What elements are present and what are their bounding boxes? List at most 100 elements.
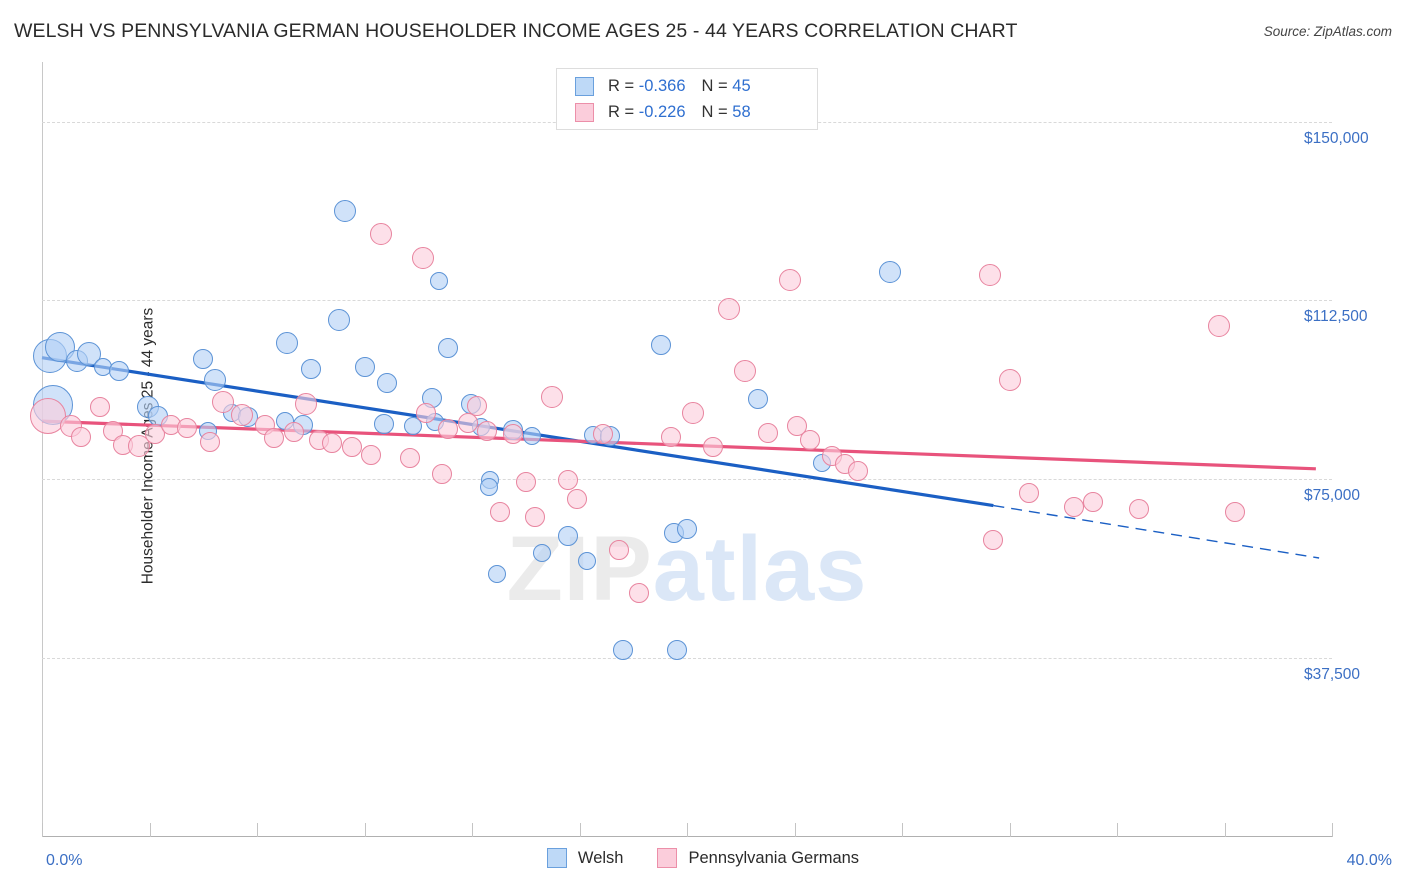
scatter-point[interactable]	[628, 582, 649, 603]
scatter-point[interactable]	[431, 463, 452, 484]
scatter-point[interactable]	[660, 427, 681, 448]
scatter-point[interactable]	[264, 428, 285, 449]
scatter-point[interactable]	[1083, 492, 1104, 513]
scatter-point[interactable]	[276, 332, 299, 355]
scatter-point[interactable]	[702, 436, 723, 457]
scatter-point[interactable]	[489, 501, 510, 522]
scatter-point[interactable]	[403, 416, 422, 435]
scatter-point[interactable]	[415, 403, 436, 424]
welsh-legend-swatch-icon	[546, 848, 567, 868]
scatter-point[interactable]	[578, 552, 597, 571]
gridline	[42, 658, 1332, 660]
scatter-point[interactable]	[786, 415, 807, 436]
scatter-point[interactable]	[567, 489, 588, 510]
scatter-point[interactable]	[1018, 482, 1039, 503]
scatter-point[interactable]	[677, 518, 697, 539]
scatter-point[interactable]	[799, 430, 820, 451]
welsh-r-value: -0.366	[638, 76, 686, 95]
scatter-point[interactable]	[70, 427, 91, 448]
scatter-point[interactable]	[193, 349, 214, 370]
welsh-r-label: R =	[608, 76, 639, 95]
scatter-point[interactable]	[879, 260, 902, 283]
scatter-point[interactable]	[612, 640, 633, 661]
scatter-point[interactable]	[525, 506, 546, 527]
scatter-point[interactable]	[467, 395, 488, 416]
scatter-point[interactable]	[667, 640, 688, 661]
scatter-point[interactable]	[502, 423, 523, 444]
scatter-point[interactable]	[523, 427, 542, 446]
scatter-point[interactable]	[1208, 314, 1231, 337]
scatter-point[interactable]	[203, 369, 226, 392]
scatter-point[interactable]	[211, 391, 234, 414]
scatter-point[interactable]	[1128, 498, 1149, 519]
scatter-point[interactable]	[377, 372, 398, 393]
scatter-point[interactable]	[369, 222, 392, 245]
trendline-extension-welsh	[993, 504, 1320, 559]
scatter-point[interactable]	[360, 444, 381, 465]
scatter-point[interactable]	[998, 369, 1021, 392]
x-tick-mark	[149, 823, 151, 837]
scatter-point[interactable]	[76, 342, 101, 367]
scatter-point[interactable]	[1225, 501, 1246, 522]
scatter-point[interactable]	[373, 414, 394, 435]
scatter-point[interactable]	[682, 402, 705, 424]
scatter-point[interactable]	[557, 525, 578, 546]
scatter-point[interactable]	[540, 386, 563, 409]
scatter-point[interactable]	[457, 413, 478, 434]
scatter-point[interactable]	[429, 272, 448, 291]
scatter-point[interactable]	[487, 564, 506, 583]
scatter-point[interactable]	[717, 297, 740, 320]
scatter-point[interactable]	[757, 422, 778, 443]
scatter-point[interactable]	[327, 308, 350, 331]
scatter-point[interactable]	[283, 421, 304, 442]
scatter-point[interactable]	[177, 417, 198, 438]
scatter-point[interactable]	[199, 432, 220, 453]
scatter-point[interactable]	[301, 359, 322, 380]
scatter-point[interactable]	[295, 392, 318, 415]
scatter-point[interactable]	[438, 337, 459, 358]
scatter-point[interactable]	[341, 436, 362, 457]
scatter-point[interactable]	[747, 389, 768, 410]
scatter-point[interactable]	[593, 424, 614, 444]
legend-item-welsh[interactable]: Welsh	[546, 848, 623, 868]
scatter-point[interactable]	[532, 543, 551, 562]
scatter-point[interactable]	[230, 403, 253, 426]
scatter-point[interactable]	[1064, 496, 1084, 517]
scatter-point[interactable]	[334, 200, 357, 223]
x-axis-max-label: 40.0%	[1346, 852, 1392, 869]
pagerman-swatch-icon	[575, 102, 594, 122]
scatter-point[interactable]	[609, 539, 630, 560]
scatter-point[interactable]	[847, 460, 868, 481]
x-axis-min-label: 0.0%	[46, 852, 83, 869]
scatter-point[interactable]	[411, 246, 434, 269]
scatter-point[interactable]	[779, 268, 802, 291]
scatter-point[interactable]	[515, 471, 536, 492]
scatter-point[interactable]	[438, 418, 459, 439]
y-axis-line	[42, 62, 43, 837]
scatter-point[interactable]	[127, 434, 150, 457]
scatter-point[interactable]	[144, 424, 165, 444]
scatter-point[interactable]	[557, 470, 578, 491]
scatter-point[interactable]	[399, 447, 420, 468]
scatter-point[interactable]	[354, 356, 375, 377]
scatter-point[interactable]	[983, 530, 1004, 551]
scatter-point[interactable]	[734, 359, 757, 382]
x-tick-mark	[1009, 823, 1011, 837]
x-tick-mark	[1117, 823, 1118, 837]
scatter-point[interactable]	[479, 478, 498, 497]
scatter-point[interactable]	[90, 396, 111, 417]
scatter-point[interactable]	[651, 334, 672, 355]
plot-area: ZIPatlas	[30, 62, 1333, 837]
pagerman-legend-label: Pennsylvania Germans	[688, 848, 860, 867]
correlation-stats-box: R = -0.366 N = 45 R = -0.226 N = 58	[556, 68, 818, 130]
pagerman-r-value: -0.226	[638, 102, 686, 121]
scatter-point[interactable]	[109, 360, 130, 381]
legend-item-pennsylvania-germans[interactable]: Pennsylvania Germans	[657, 848, 859, 868]
trendline-pennsylvania-germans	[41, 419, 1316, 471]
trendlines-layer	[41, 356, 1320, 559]
x-tick-mark	[1224, 823, 1226, 837]
scatter-point[interactable]	[979, 264, 1002, 287]
scatter-point[interactable]	[477, 420, 498, 441]
x-tick-mark	[687, 823, 688, 837]
